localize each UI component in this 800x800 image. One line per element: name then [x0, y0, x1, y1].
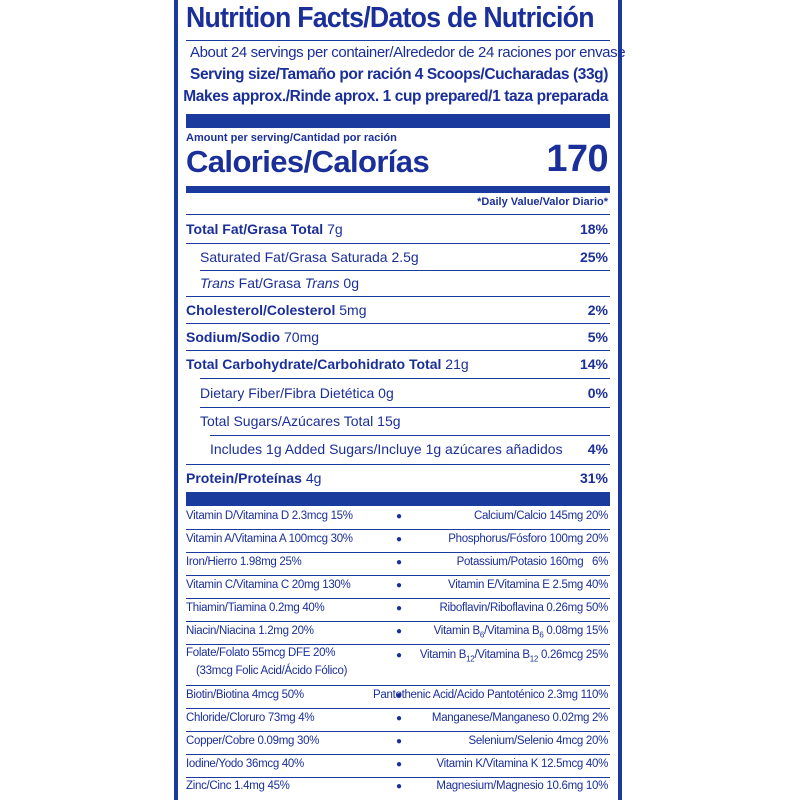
- rule: [186, 731, 610, 732]
- amount-per-serving: Amount per serving/Cantidad por ración: [186, 132, 397, 144]
- nutrient-saturated-fat: Saturated Fat/Grasa Saturada 2.5g: [200, 249, 419, 265]
- rule: [186, 552, 610, 553]
- riboflavin: Riboflavin/Riboflavina 0.26mg 50%: [439, 602, 609, 614]
- nutrient-cholesterol: Cholesterol/Colesterol 5mg: [186, 302, 367, 318]
- medium-rule: [186, 186, 610, 193]
- nutrient-dietary-fiber: Dietary Fiber/Fibra Dietética 0g: [200, 385, 394, 401]
- bullet-icon: ●: [396, 557, 403, 568]
- chloride: Chloride/Cloruro 73mg 4%: [186, 712, 315, 724]
- rule: [186, 243, 610, 244]
- pantothenic-acid: Pantothenic Acid/Acido Pantoténico 2.3mg…: [373, 689, 608, 701]
- rule: [186, 621, 610, 622]
- rule: [186, 685, 610, 686]
- rule: [200, 378, 610, 379]
- nutrient-total-sugars: Total Sugars/Azúcares Total 15g: [200, 413, 401, 429]
- vitamin-c: Vitamin C/Vitamina C 20mg 130%: [186, 579, 351, 591]
- dv-sodium: 5%: [587, 329, 608, 345]
- zinc: Zinc/Cinc 1.4mg 45%: [186, 780, 290, 792]
- iodine: Iodine/Yodo 36mcg 40%: [186, 758, 304, 770]
- bullet-icon: ●: [396, 759, 403, 770]
- bullet-icon: ●: [396, 534, 403, 545]
- rule: [186, 529, 610, 530]
- vitamin-k: Vitamin K/Vitamina K 12.5mcg 40%: [436, 758, 608, 770]
- rule: [186, 323, 610, 324]
- nutrient-protein: Protein/Proteínas 4g: [186, 470, 322, 486]
- nutrient-trans-fat: Trans Fat/Grasa Trans 0g: [200, 275, 359, 291]
- dv-total-fat: 18%: [579, 221, 608, 237]
- bullet-icon: ●: [396, 781, 403, 792]
- rule: [210, 435, 610, 436]
- thick-rule-vitamins: [186, 492, 610, 506]
- copper: Copper/Cobre 0.09mg 30%: [186, 735, 320, 747]
- calories-value: 170: [546, 138, 608, 180]
- servings-per-container: About 24 servings per container/Alrededo…: [190, 44, 626, 61]
- magnesium: Magnesium/Magnesio 10.6mg 10%: [436, 780, 608, 792]
- rule: [186, 754, 610, 755]
- rule: [186, 350, 610, 351]
- vitamin-d: Vitamin D/Vitamina D 2.3mcg 15%: [186, 510, 353, 522]
- bullet-icon: ●: [396, 580, 403, 591]
- bullet-icon: ●: [396, 690, 403, 701]
- vitamin-b12: Vitamin B12/Vitamina B12 0.26mcg 25%: [419, 649, 608, 664]
- calcium: Calcium/Calcio 145mg 20%: [473, 510, 608, 522]
- rule: [186, 708, 610, 709]
- bullet-icon: ●: [396, 650, 403, 661]
- bullet-icon: ●: [396, 736, 403, 747]
- bullet-icon: ●: [396, 713, 403, 724]
- rule: [186, 777, 610, 778]
- thiamin: Thiamin/Tiamina 0.2mg 40%: [186, 602, 325, 614]
- vitamin-e: Vitamin E/Vitamina E 2.5mg 40%: [448, 579, 608, 591]
- dv-saturated-fat: 25%: [579, 249, 608, 265]
- serving-size-label: Serving size/Tamaño por ración: [190, 66, 412, 83]
- calories-label: Calories/Calorías: [186, 144, 430, 179]
- selenium: Selenium/Selenio 4mcg 20%: [468, 735, 608, 747]
- vitamin-a: Vitamin A/Vitamina A 100mcg 30%: [186, 533, 353, 545]
- nutrient-sodium: Sodium/Sodio 70mg: [186, 329, 320, 345]
- dv-protein: 31%: [579, 470, 608, 486]
- nutrient-total-fat: Total Fat/Grasa Total 7g: [186, 221, 343, 237]
- serving-size-value: 4 Scoops/Cucharadas (33g): [414, 66, 609, 83]
- potassium: Potassium/Potasio 160mg 6%: [456, 556, 609, 568]
- manganese: Manganese/Manganeso 0.02mg 2%: [431, 712, 608, 724]
- thick-rule-top: [186, 114, 610, 128]
- phosphorus: Phosphorus/Fósforo 100mg 20%: [448, 533, 608, 545]
- bullet-icon: ●: [396, 511, 403, 522]
- dv-added-sugars: 4%: [587, 441, 608, 457]
- biotin: Biotin/Biotina 4mcg 50%: [186, 689, 304, 701]
- nutrition-label: Nutrition Facts/Datos de Nutrición About…: [174, 0, 626, 800]
- dv-carbohydrate: 14%: [579, 356, 608, 372]
- label-content: Nutrition Facts/Datos de Nutrición About…: [183, 0, 625, 800]
- bullet-icon: ●: [396, 626, 403, 637]
- dv-cholesterol: 2%: [587, 302, 608, 318]
- iron: Iron/Hierro 1.98mg 25%: [186, 556, 302, 568]
- nutrient-added-sugars: Includes 1g Added Sugars/Incluye 1g azúc…: [210, 441, 563, 457]
- rule: [200, 270, 610, 271]
- rule: [186, 464, 610, 465]
- makes-approx: Makes approx./Rinde aprox. 1 cup prepare…: [183, 88, 608, 105]
- vitamin-b6: Vitamin B6/Vitamina B6 0.08mg 15%: [433, 625, 609, 640]
- rule: [186, 214, 610, 215]
- rule: [200, 407, 610, 408]
- nutrient-carbohydrate: Total Carbohydrate/Carbohidrato Total 21…: [186, 356, 469, 372]
- dv-dietary-fiber: 0%: [587, 385, 608, 401]
- rule: [186, 644, 610, 645]
- label-title: Nutrition Facts/Datos de Nutrición: [186, 2, 595, 34]
- rule: [186, 296, 610, 297]
- bullet-icon: ●: [396, 603, 403, 614]
- rule: [186, 598, 610, 599]
- folate: Folate/Folato 55mcg DFE 20%: [186, 647, 336, 659]
- niacin: Niacin/Niacina 1.2mg 20%: [186, 625, 314, 637]
- title-rule: [186, 40, 610, 41]
- daily-value-header: *Daily Value/Valor Diario*: [477, 196, 608, 208]
- folic-acid: (33mcg Folic Acid/Ácido Fólico): [196, 665, 348, 677]
- rule: [186, 575, 610, 576]
